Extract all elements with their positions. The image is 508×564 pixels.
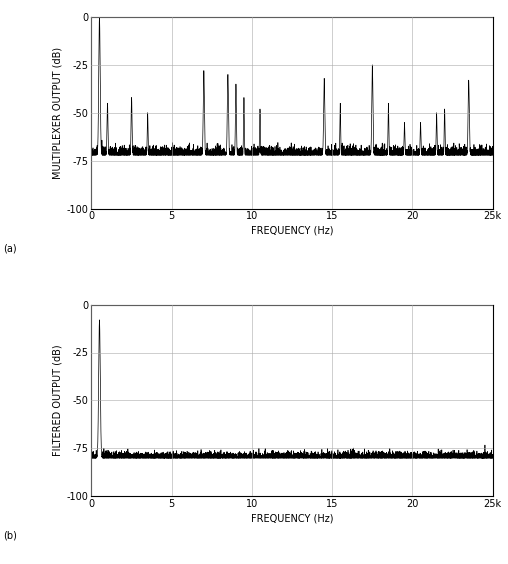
- Y-axis label: FILTERED OUTPUT (dB): FILTERED OUTPUT (dB): [53, 345, 62, 456]
- X-axis label: FREQUENCY (Hz): FREQUENCY (Hz): [251, 513, 333, 523]
- Text: (a): (a): [3, 243, 17, 253]
- Y-axis label: MULTIPLEXER OUTPUT (dB): MULTIPLEXER OUTPUT (dB): [53, 47, 62, 179]
- Text: (b): (b): [3, 531, 17, 541]
- X-axis label: FREQUENCY (Hz): FREQUENCY (Hz): [251, 226, 333, 236]
